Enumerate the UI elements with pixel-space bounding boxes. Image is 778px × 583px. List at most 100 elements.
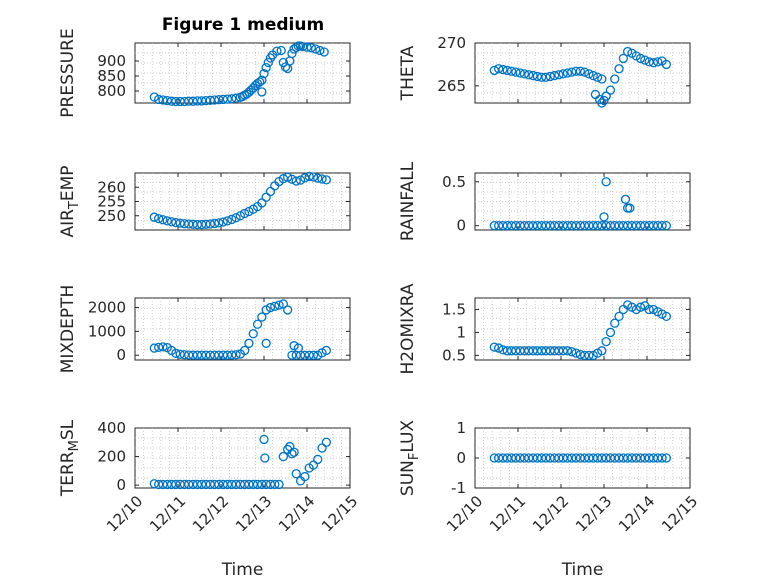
data-point bbox=[614, 311, 624, 322]
data-point bbox=[515, 68, 525, 78]
data-point bbox=[175, 218, 185, 228]
y-tick-label: 900 bbox=[97, 52, 126, 70]
data-point bbox=[261, 62, 271, 73]
y-tick-label: 1 bbox=[456, 323, 466, 341]
data-point bbox=[227, 214, 237, 225]
data-point bbox=[257, 312, 267, 322]
x-tick-label: 12/11 bbox=[486, 492, 529, 535]
data-point bbox=[265, 302, 276, 313]
data-point bbox=[231, 93, 241, 103]
data-point bbox=[588, 70, 598, 81]
data-point bbox=[259, 68, 269, 79]
panel-h2omixra: 0.5 1 1.5 H2OMIXRA bbox=[398, 283, 691, 375]
data-point bbox=[149, 479, 160, 489]
x-tick-label: 12/11 bbox=[146, 492, 189, 535]
y-tick-label: 200 bbox=[97, 448, 126, 466]
data-point bbox=[171, 217, 181, 228]
data-point bbox=[274, 479, 284, 490]
data-point bbox=[661, 59, 671, 70]
data-point bbox=[321, 345, 332, 356]
data-point bbox=[166, 217, 177, 227]
data-point bbox=[149, 212, 160, 222]
data-point bbox=[584, 350, 594, 361]
data-point bbox=[149, 343, 160, 353]
y-tick-label: 1000 bbox=[88, 322, 126, 340]
y-tick-label: 270 bbox=[437, 34, 466, 52]
y-tick-label: 265 bbox=[437, 77, 466, 95]
data-point bbox=[313, 454, 323, 465]
y-tick-label: 255 bbox=[97, 193, 126, 211]
data-point bbox=[618, 53, 628, 64]
data-point bbox=[537, 72, 547, 82]
data-point bbox=[218, 217, 228, 227]
data-point bbox=[605, 85, 616, 95]
data-point bbox=[291, 42, 301, 53]
data-point bbox=[231, 350, 241, 360]
data-point bbox=[623, 46, 633, 57]
data-point bbox=[255, 77, 265, 87]
data-point bbox=[310, 44, 321, 54]
data-point bbox=[661, 220, 671, 231]
data-point bbox=[524, 70, 534, 80]
data-point bbox=[274, 300, 284, 310]
data-point bbox=[321, 437, 332, 447]
data-point bbox=[289, 447, 299, 457]
data-point bbox=[175, 349, 185, 359]
x-tick-label: 12/14 bbox=[275, 492, 318, 535]
data-point bbox=[257, 87, 267, 97]
data-point bbox=[158, 342, 168, 352]
data-point bbox=[201, 219, 211, 229]
data-point bbox=[575, 349, 585, 360]
data-point bbox=[661, 453, 671, 463]
data-point bbox=[153, 94, 164, 105]
data-point bbox=[214, 218, 224, 228]
data-point bbox=[308, 172, 319, 182]
data-point bbox=[571, 348, 581, 358]
data-point bbox=[300, 471, 310, 482]
data-point bbox=[610, 74, 620, 84]
data-point bbox=[259, 434, 269, 445]
data-point bbox=[584, 69, 594, 79]
axes-box bbox=[474, 172, 691, 231]
x-tick-label: 12/12 bbox=[189, 492, 232, 535]
data-point bbox=[498, 64, 508, 75]
data-point bbox=[276, 45, 286, 56]
y-tick-label: 800 bbox=[97, 82, 126, 100]
y-tick-label: 400 bbox=[97, 419, 126, 437]
data-point bbox=[502, 65, 512, 76]
x-tick-label: 12/14 bbox=[615, 492, 658, 535]
data-point bbox=[171, 348, 181, 358]
data-point bbox=[302, 42, 312, 52]
y-tick-label: 2000 bbox=[88, 299, 126, 317]
data-point bbox=[601, 91, 611, 101]
y-axis-label: THETA bbox=[398, 45, 418, 101]
y-axis-label: AIRTEMP bbox=[58, 165, 82, 237]
y-tick-label: 0 bbox=[456, 217, 466, 235]
data-point bbox=[162, 95, 172, 106]
data-point bbox=[562, 346, 573, 356]
data-point bbox=[605, 327, 616, 338]
y-axis-label: RAINFALL bbox=[398, 161, 418, 241]
data-point bbox=[280, 62, 291, 72]
data-point bbox=[257, 75, 267, 85]
y-tick-label: 0.5 bbox=[442, 346, 466, 364]
x-tick-label: 12/13 bbox=[232, 492, 275, 535]
data-point bbox=[300, 173, 310, 183]
data-point bbox=[282, 305, 293, 315]
data-point bbox=[287, 48, 297, 59]
data-point bbox=[657, 453, 667, 463]
panel-mixdepth: 0 1000 2000 MIXDEPTH bbox=[58, 285, 351, 374]
data-point bbox=[263, 57, 273, 68]
data-point bbox=[298, 41, 308, 52]
y-axis-label: MIXDEPTH bbox=[58, 285, 78, 374]
panel-theta: 265 270 THETA bbox=[398, 34, 691, 108]
data-point bbox=[227, 94, 237, 104]
data-point bbox=[532, 71, 542, 82]
data-point bbox=[554, 70, 564, 80]
data-point bbox=[614, 64, 624, 74]
data-point bbox=[291, 469, 301, 479]
data-point bbox=[511, 67, 521, 77]
